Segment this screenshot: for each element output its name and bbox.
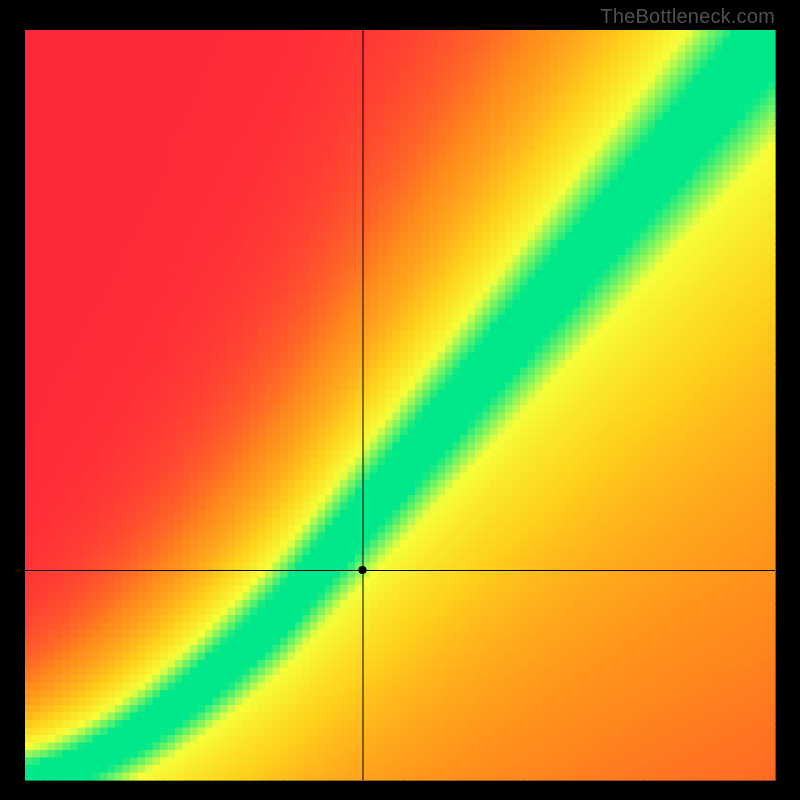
- watermark-text: TheBottleneck.com: [600, 6, 775, 29]
- bottleneck-heatmap: [0, 0, 800, 800]
